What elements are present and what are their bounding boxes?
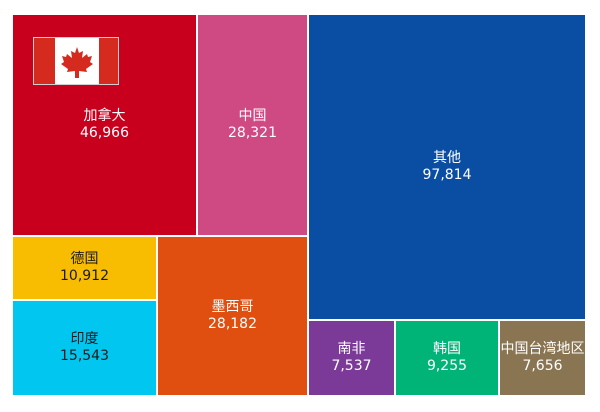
- tile-korea: 韩国 9,255: [395, 320, 499, 396]
- tile-mexico: 墨西哥 28,182: [157, 236, 308, 396]
- tile-germany: 德国 10,912: [12, 236, 157, 300]
- tile-china: 中国 28,321: [197, 14, 308, 236]
- tile-value: 28,321: [228, 125, 277, 141]
- tile-value: 15,543: [60, 348, 109, 364]
- tile-label: 印度: [70, 331, 99, 348]
- tile-value: 7,537: [331, 358, 372, 374]
- tile-canada: 加拿大 46,966: [12, 14, 197, 236]
- tile-value: 28,182: [208, 316, 257, 332]
- tile-label: 中国台湾地区: [500, 341, 585, 358]
- tile-label: 南非: [337, 341, 366, 358]
- canada-flag-icon: [33, 37, 119, 85]
- tile-china-taiwan: 中国台湾地区 7,656: [499, 320, 586, 396]
- tile-value: 97,814: [422, 167, 472, 183]
- tile-india: 印度 15,543: [12, 300, 157, 396]
- tile-value: 46,966: [80, 125, 129, 141]
- tile-value: 7,656: [522, 358, 563, 374]
- tile-value: 10,912: [60, 268, 109, 284]
- tile-label: 加拿大: [83, 108, 126, 125]
- tile-label: 其他: [433, 150, 461, 167]
- tile-label: 韩国: [433, 341, 461, 358]
- tile-label: 中国: [238, 108, 267, 125]
- tile-label: 墨西哥: [211, 299, 254, 316]
- tile-other: 其他 97,814: [308, 14, 586, 320]
- tile-label: 德国: [70, 251, 99, 268]
- tile-value: 9,255: [426, 358, 468, 374]
- tile-south-africa: 南非 7,537: [308, 320, 395, 396]
